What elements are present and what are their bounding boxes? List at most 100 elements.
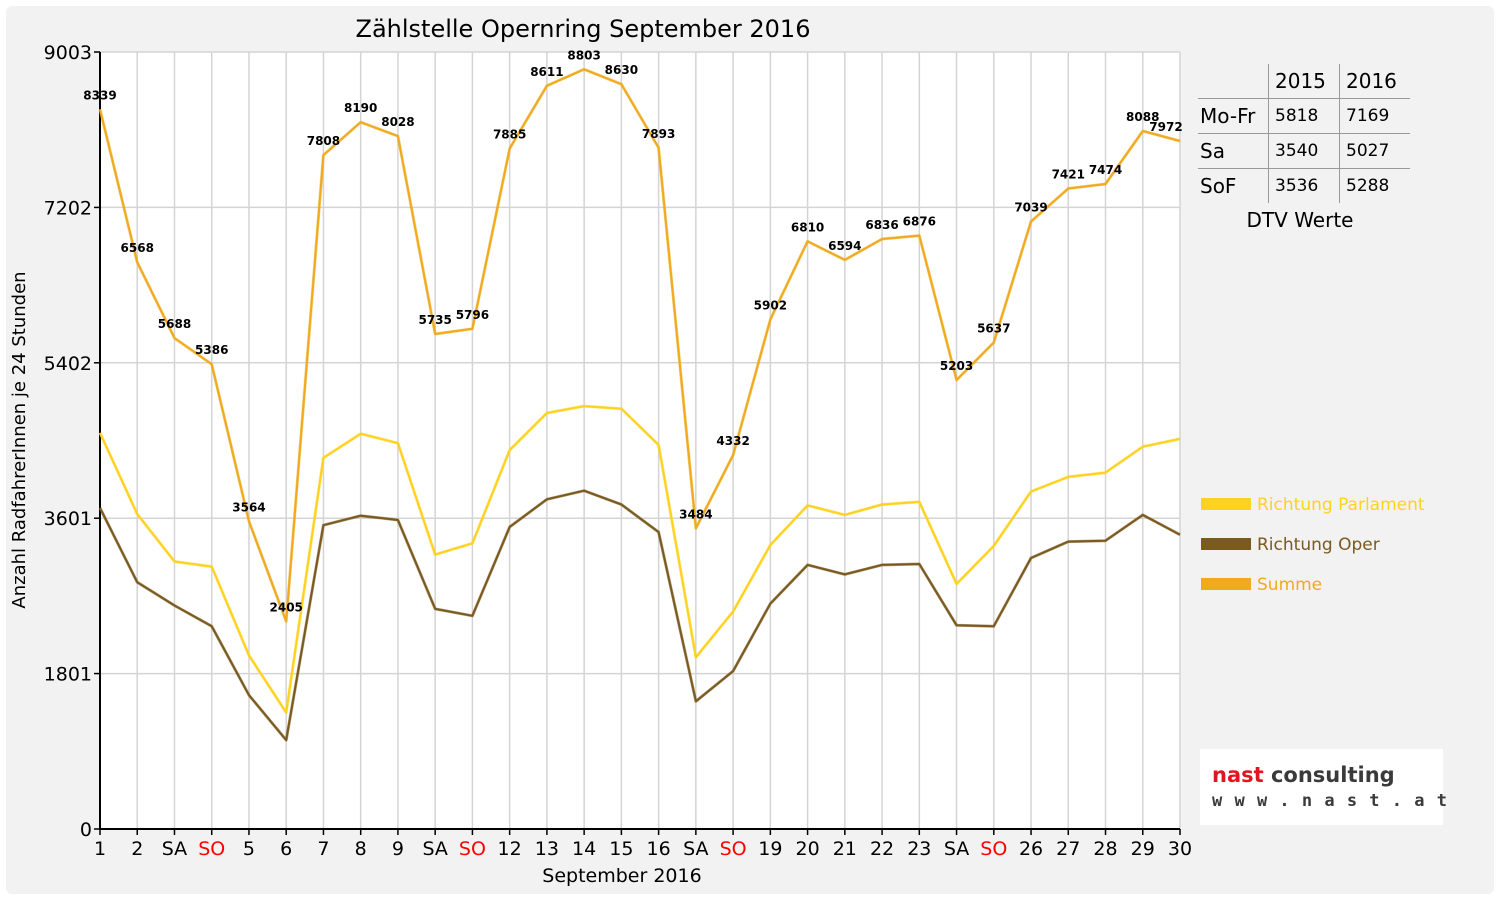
x-tick-label: 1 bbox=[94, 838, 106, 860]
dtv-header-2015: 2015 bbox=[1268, 64, 1340, 99]
data-label: 8190 bbox=[344, 101, 377, 115]
legend-swatch bbox=[1201, 538, 1251, 550]
data-label: 7885 bbox=[493, 127, 526, 141]
series-line bbox=[99, 489, 1181, 742]
series-layer bbox=[98, 67, 1181, 742]
data-label: 5735 bbox=[418, 313, 451, 327]
data-label: 8803 bbox=[567, 48, 600, 62]
legend: Richtung Parlament Richtung Oper Summe bbox=[1201, 495, 1425, 595]
dtv-cell-2016: 5288 bbox=[1339, 168, 1410, 203]
dtv-caption: DTV Werte bbox=[1246, 208, 1354, 232]
plot-area bbox=[100, 52, 1180, 829]
dtv-header-2016: 2016 bbox=[1339, 64, 1410, 99]
dtv-cell-2016: 5027 bbox=[1339, 133, 1410, 169]
x-tick-label: SA bbox=[944, 838, 969, 860]
y-tick-label: 0 bbox=[80, 819, 92, 841]
legend-label: Richtung Parlament bbox=[1257, 495, 1425, 515]
x-tick-label: 22 bbox=[870, 838, 894, 860]
dtv-header-empty bbox=[1198, 64, 1269, 99]
data-label: 7972 bbox=[1149, 120, 1182, 134]
y-tick-label: 5402 bbox=[44, 353, 92, 375]
x-tick-label: 23 bbox=[907, 838, 931, 860]
y-tick-label: 9003 bbox=[44, 42, 92, 64]
x-tick-label: SO bbox=[720, 838, 747, 860]
x-tick-label: SO bbox=[980, 838, 1007, 860]
dtv-table: 2015 2016 Mo-Fr 5818 7169 Sa 3540 5027 S… bbox=[1198, 64, 1410, 203]
dtv-row-sof: SoF 3536 5288 bbox=[1198, 168, 1410, 203]
data-label: 3564 bbox=[232, 500, 265, 514]
dtv-row-sa: Sa 3540 5027 bbox=[1198, 133, 1410, 169]
x-tick-label: SA bbox=[162, 838, 187, 860]
data-label: 7808 bbox=[307, 134, 340, 148]
x-tick-label: 28 bbox=[1093, 838, 1117, 860]
dtv-header-row: 2015 2016 bbox=[1198, 64, 1410, 99]
data-label: 8088 bbox=[1126, 110, 1159, 124]
data-label: 8028 bbox=[381, 115, 414, 129]
data-label: 7474 bbox=[1089, 163, 1122, 177]
dtv-row-label: Sa bbox=[1198, 133, 1269, 169]
data-label: 8630 bbox=[605, 63, 638, 77]
chart-title: Zählstelle Opernring September 2016 bbox=[356, 15, 811, 43]
x-tick-label: 19 bbox=[758, 838, 782, 860]
x-tick-label: 30 bbox=[1168, 838, 1192, 860]
data-label: 5902 bbox=[754, 299, 787, 313]
legend-swatch bbox=[1201, 498, 1251, 510]
x-tick-label: 16 bbox=[647, 838, 671, 860]
y-axis-label: Anzahl RadfahrerInnen je 24 Stunden bbox=[9, 271, 30, 608]
x-tick-label: 2 bbox=[131, 838, 143, 860]
logo-url: w w w . n a s t . a t bbox=[1212, 791, 1448, 811]
data-label: 5688 bbox=[158, 317, 191, 331]
logo-wordmark: nast consulting bbox=[1212, 763, 1395, 787]
dtv-cell-2016: 7169 bbox=[1339, 98, 1410, 134]
x-axis-label: September 2016 bbox=[542, 865, 701, 887]
x-tick-label: 5 bbox=[243, 838, 255, 860]
data-labels: 8339 6568 5688 5386 3564 2405 7808 8190 8028 5735… bbox=[83, 48, 1182, 614]
x-tick-label: 9 bbox=[392, 838, 404, 860]
x-tick-label: 20 bbox=[795, 838, 819, 860]
dtv-cell-2015: 3536 bbox=[1268, 168, 1340, 203]
x-tick-label: 27 bbox=[1056, 838, 1080, 860]
x-tick-label: 12 bbox=[498, 838, 522, 860]
legend-label: Summe bbox=[1257, 575, 1322, 595]
data-label: 6568 bbox=[121, 241, 154, 255]
data-label: 7893 bbox=[642, 127, 675, 141]
dtv-cell-2015: 5818 bbox=[1268, 98, 1340, 134]
data-label: 6810 bbox=[791, 220, 824, 234]
data-label: 5203 bbox=[940, 359, 973, 373]
legend-swatch bbox=[1201, 578, 1251, 590]
x-tick-label: 15 bbox=[609, 838, 633, 860]
data-label: 8339 bbox=[83, 88, 116, 102]
data-label: 3484 bbox=[679, 507, 712, 521]
data-label: 5637 bbox=[977, 322, 1010, 336]
x-tick-label: 26 bbox=[1019, 838, 1043, 860]
x-tick-label: 7 bbox=[317, 838, 329, 860]
x-tick-label: SA bbox=[422, 838, 447, 860]
series-line bbox=[99, 405, 1181, 714]
nast-consulting-logo: nast consulting w w w . n a s t . a t bbox=[1200, 749, 1447, 825]
data-label: 8611 bbox=[530, 65, 563, 79]
data-label: 7039 bbox=[1014, 201, 1047, 215]
data-label: 5386 bbox=[195, 343, 228, 357]
y-tick-label: 1801 bbox=[44, 664, 92, 686]
x-tick-label: 14 bbox=[572, 838, 596, 860]
x-tick-label: SA bbox=[683, 838, 708, 860]
data-label: 6594 bbox=[828, 239, 861, 253]
x-tick-label: 6 bbox=[280, 838, 292, 860]
x-tick-label: SO bbox=[198, 838, 225, 860]
x-tick-label: 13 bbox=[535, 838, 559, 860]
y-tick-label: 7202 bbox=[44, 197, 92, 219]
data-label: 6876 bbox=[903, 215, 936, 229]
x-tick-label: 21 bbox=[833, 838, 857, 860]
data-label: 6836 bbox=[865, 218, 898, 232]
y-tick-label: 3601 bbox=[44, 508, 92, 530]
data-label: 2405 bbox=[270, 600, 303, 614]
data-label: 5796 bbox=[456, 308, 489, 322]
dtv-row-label: SoF bbox=[1200, 174, 1237, 198]
legend-label: Richtung Oper bbox=[1257, 535, 1380, 555]
series-line bbox=[99, 68, 1181, 623]
grid-lines bbox=[100, 51, 1181, 829]
dtv-row-mofr: Mo-Fr 5818 7169 bbox=[1198, 98, 1410, 134]
logo-nast-text: nast bbox=[1212, 763, 1264, 787]
